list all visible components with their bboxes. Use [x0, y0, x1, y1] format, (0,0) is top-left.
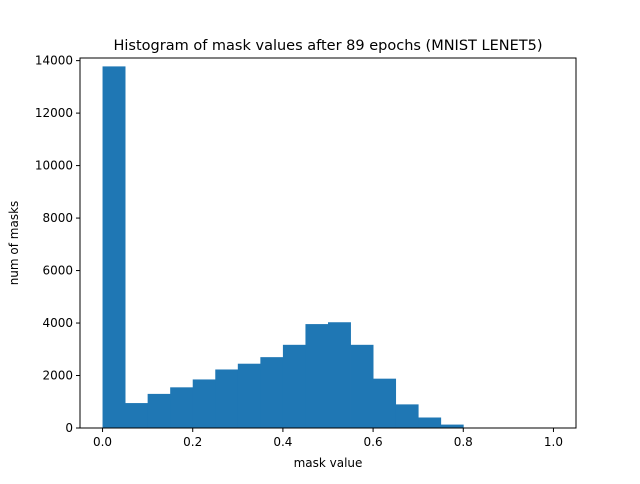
x-tick-label: 0.6: [364, 435, 383, 449]
histogram-bar: [170, 387, 194, 428]
x-tick-label: 1.0: [544, 435, 563, 449]
histogram-bar: [305, 324, 329, 428]
x-tick-label: 0.0: [93, 435, 112, 449]
y-tick-label: 14000: [35, 54, 73, 68]
histogram-bar: [147, 393, 171, 428]
histogram-bar: [215, 369, 239, 428]
histogram-bar: [237, 363, 261, 428]
y-tick-label: 12000: [35, 106, 73, 120]
histogram-bar: [440, 424, 464, 428]
histogram-bar: [102, 66, 126, 429]
histogram-bar: [373, 378, 397, 428]
histogram-bar: [395, 404, 419, 428]
y-tick-label: 2000: [42, 369, 73, 383]
y-tick-label: 0: [65, 421, 73, 435]
y-tick-label: 10000: [35, 159, 73, 173]
x-tick-label: 0.4: [273, 435, 292, 449]
histogram-bar: [282, 344, 306, 428]
x-tick-label: 0.2: [183, 435, 202, 449]
y-axis-label: num of masks: [7, 201, 21, 286]
histogram-bar: [350, 344, 374, 428]
y-tick-label: 4000: [42, 316, 73, 330]
y-axis-ticks: 0 2000 4000 6000 8000 10000 12000 14000: [35, 54, 80, 435]
y-tick-label: 8000: [42, 211, 73, 225]
histogram-bars: [102, 66, 464, 429]
histogram-bar: [125, 403, 149, 428]
plot-frame: [79, 57, 577, 429]
chart-title: Histogram of mask values after 89 epochs…: [114, 38, 543, 54]
x-axis-ticks: 0.0 0.2 0.4 0.6 0.8 1.0: [93, 428, 563, 449]
histogram-bar: [260, 357, 284, 428]
x-axis-label: mask value: [294, 456, 363, 470]
histogram-bar: [192, 379, 216, 428]
histogram-bar: [418, 417, 442, 428]
histogram-bar: [328, 322, 351, 428]
y-tick-label: 6000: [42, 264, 73, 278]
x-tick-label: 0.8: [454, 435, 473, 449]
